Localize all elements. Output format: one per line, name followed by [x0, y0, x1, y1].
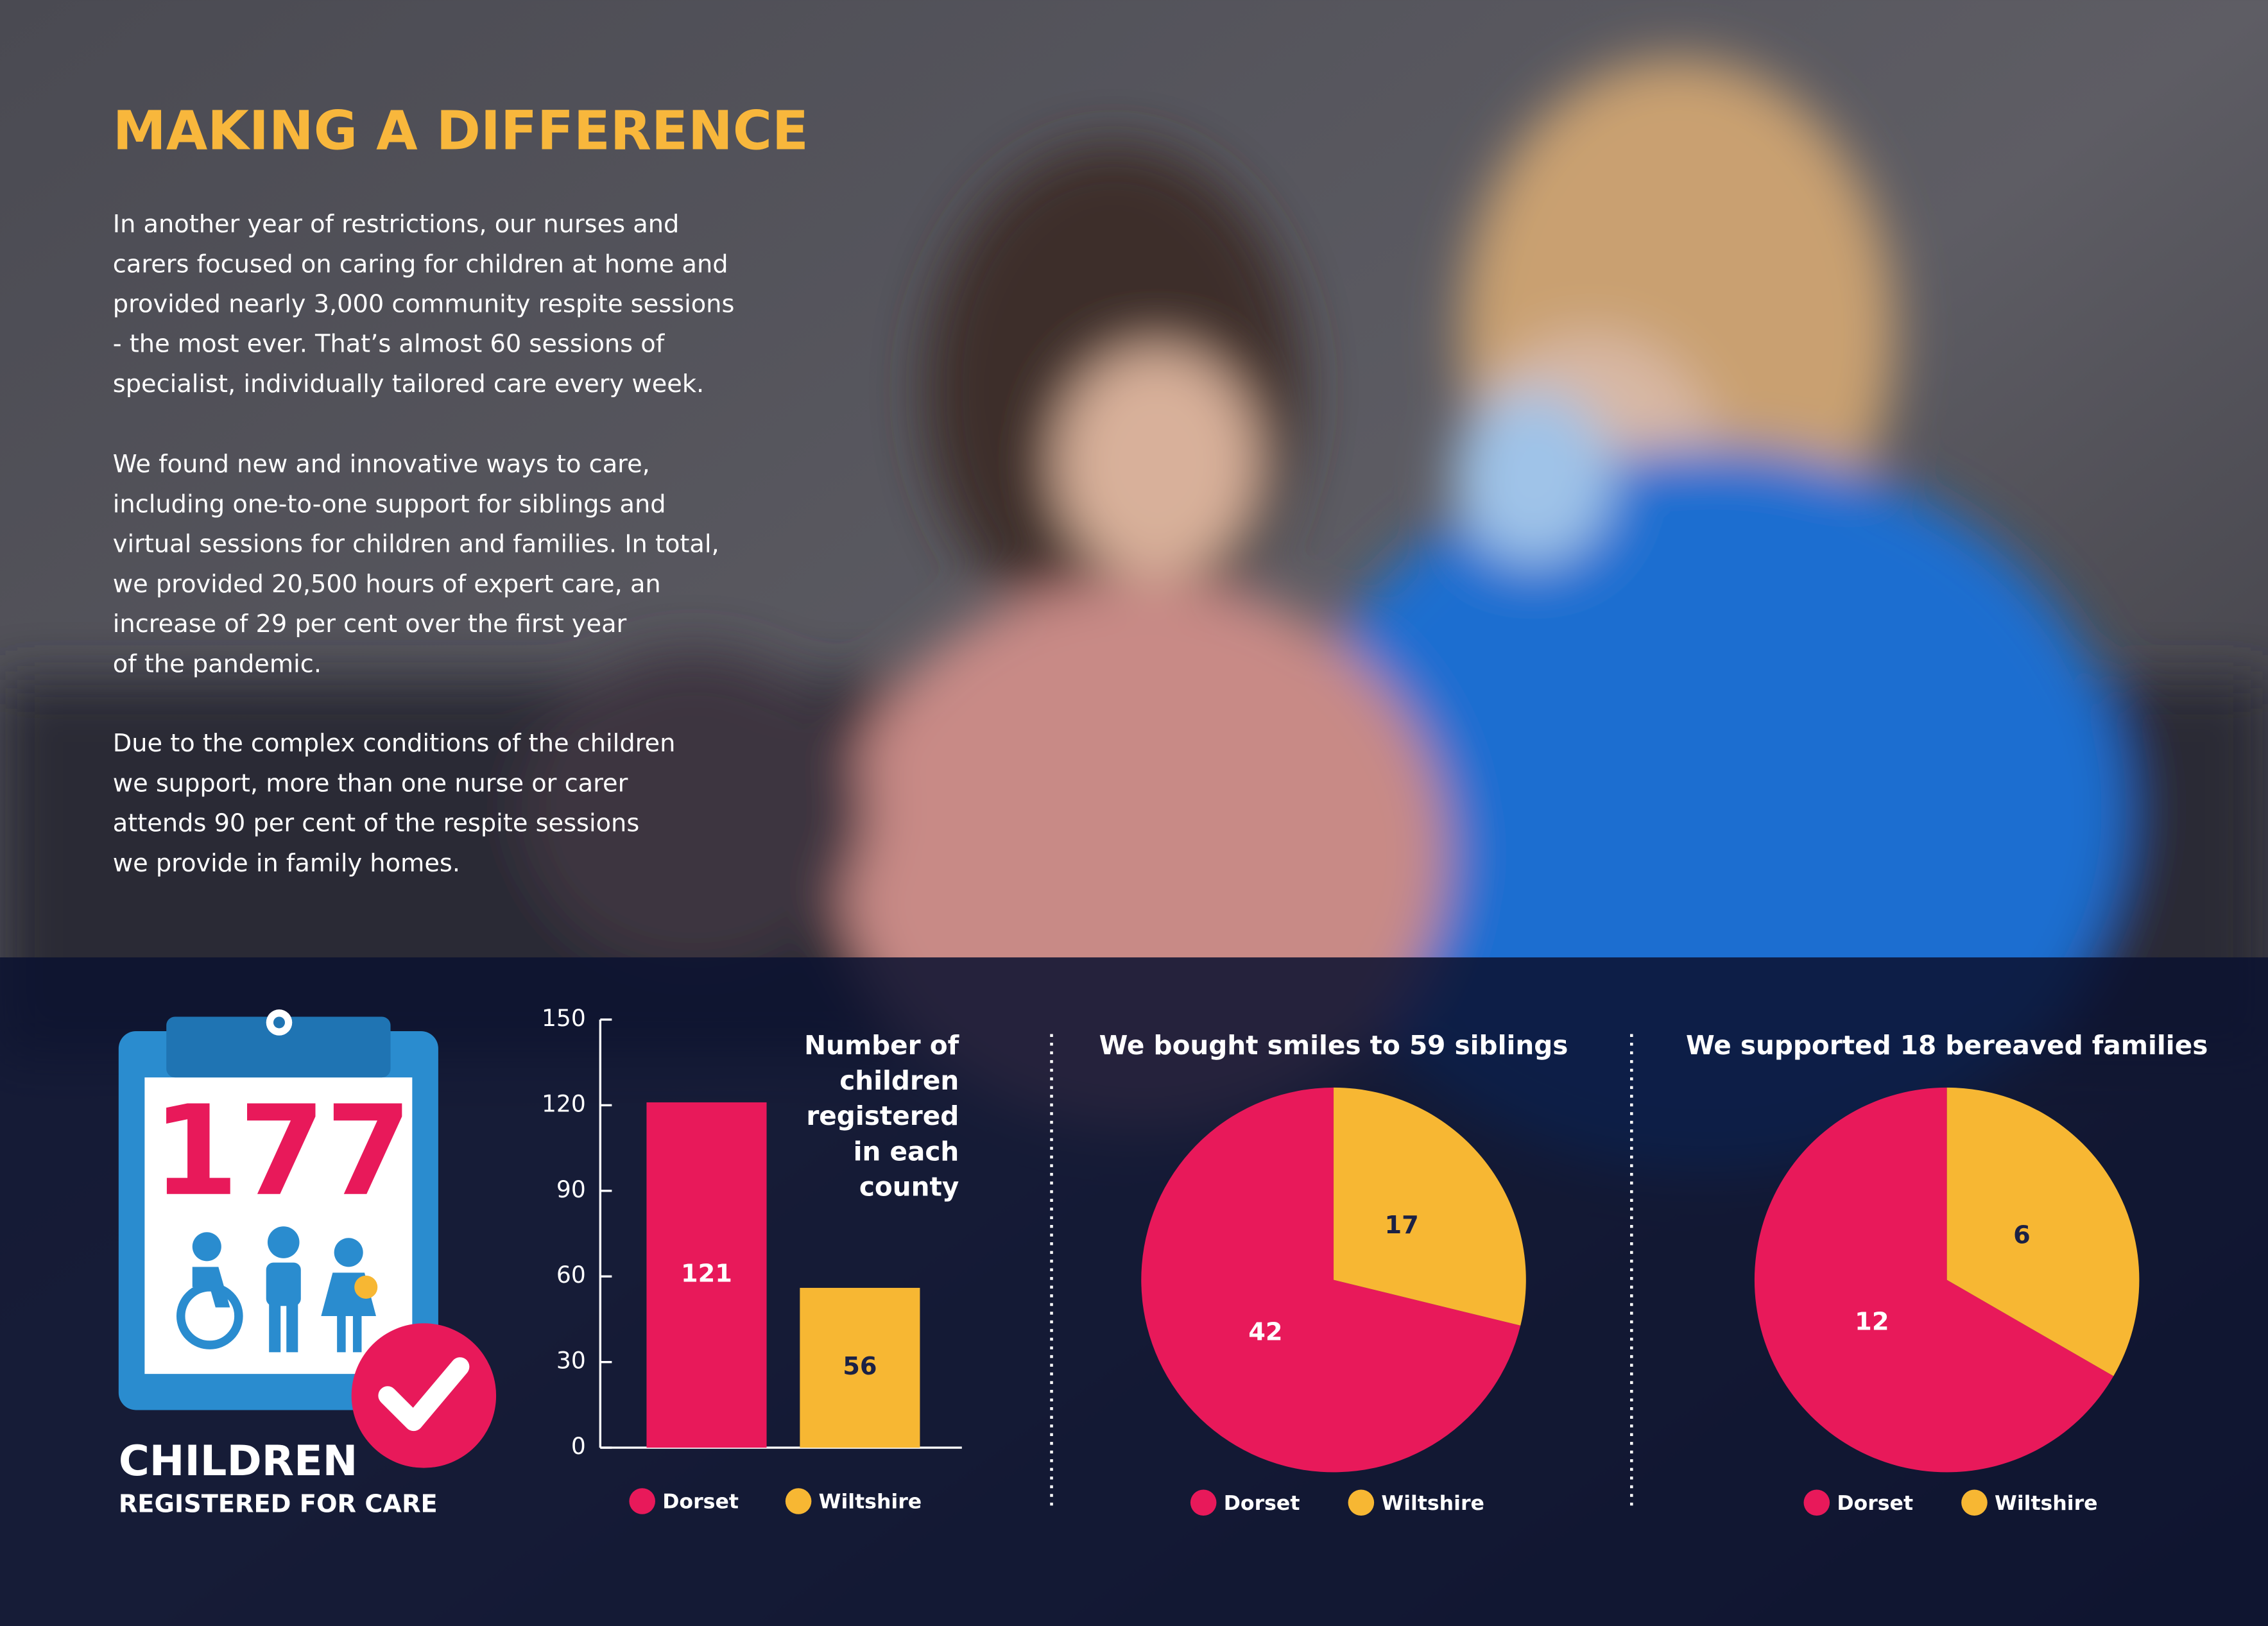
legend-swatch [785, 1488, 812, 1514]
chart-title: We supported 18 bereaved families [1686, 1030, 2208, 1061]
pie-slice [1946, 1087, 2140, 1376]
paragraph-line: we provided 20,500 hours of expert care,… [113, 570, 661, 599]
y-tick-label: 30 [556, 1348, 586, 1374]
page-title: MAKING A DIFFERENCE [113, 100, 809, 162]
legend-label: Wiltshire [1381, 1492, 1484, 1515]
paragraph-line: virtual sessions for children and famili… [113, 530, 719, 559]
legend-swatch [1190, 1489, 1217, 1516]
paragraph-line: increase of 29 per cent over the first y… [113, 610, 627, 638]
value-label: 56 [843, 1352, 877, 1381]
chart-title-line: Number of [804, 1030, 959, 1061]
paragraph-line: - the most ever. That’s almost 60 sessio… [113, 330, 666, 359]
y-tick-label: 0 [571, 1433, 586, 1460]
stat-sublabel: REGISTERED FOR CARE [119, 1490, 438, 1519]
bar [800, 1288, 920, 1448]
paragraph-line: of the pandemic. [113, 649, 322, 678]
paragraph-line: we provide in family homes. [113, 849, 460, 878]
value-label: 42 [1248, 1317, 1282, 1346]
y-tick-label: 90 [556, 1176, 586, 1203]
y-tick-label: 60 [556, 1262, 586, 1288]
stat-label: CHILDREN [119, 1437, 358, 1485]
legend-label: Wiltshire [819, 1491, 922, 1514]
stat-value: 177 [152, 1079, 412, 1224]
legend-swatch [629, 1488, 655, 1514]
chart-title: Number of children registered in each county [804, 1030, 959, 1202]
value-label: 17 [1384, 1211, 1418, 1240]
value-label: 121 [681, 1260, 732, 1288]
legend-swatch [1803, 1489, 1830, 1516]
legend-label: Dorset [1837, 1492, 1913, 1515]
pie-slice [1141, 1087, 1521, 1473]
legend-label: Wiltshire [1995, 1492, 2098, 1515]
legend-label: Dorset [662, 1491, 739, 1514]
paragraph-line: specialist, individually tailored care e… [113, 370, 704, 398]
y-tick-label: 120 [542, 1090, 586, 1117]
bar [646, 1102, 767, 1448]
legend-swatch [1348, 1489, 1375, 1516]
legend-label: Dorset [1224, 1492, 1300, 1515]
paragraph-line: In another year of restrictions, our nur… [113, 210, 680, 239]
chart-title: We bought smiles to 59 siblings [1099, 1030, 1568, 1061]
photo-shapes [0, 58, 2268, 1172]
paragraph-line: We found new and innovative ways to care… [113, 450, 650, 479]
y-tick-label: 150 [542, 1005, 586, 1032]
chart-title-line: county [859, 1172, 959, 1202]
value-label: 6 [2013, 1221, 2031, 1250]
paragraph-line: provided nearly 3,000 community respite … [113, 290, 735, 319]
chart-title-line: children [839, 1065, 959, 1096]
pie-slice [1754, 1087, 2114, 1473]
chart-title-line: registered [806, 1100, 959, 1131]
paragraph-line: Due to the complex conditions of the chi… [113, 729, 676, 758]
paragraph-line: including one-to-one support for sibling… [113, 490, 666, 518]
chart-title-line: in each [854, 1136, 959, 1167]
pie-slice [1334, 1087, 1526, 1326]
legend-swatch [1961, 1489, 1988, 1516]
paragraph-line: carers focused on caring for children at… [113, 250, 728, 278]
paragraph-line: we support, more than one nurse or carer [113, 769, 628, 798]
paragraph-line: attends 90 per cent of the respite sessi… [113, 809, 639, 838]
clipboard-icon [118, 1009, 497, 1468]
value-label: 12 [1855, 1308, 1889, 1337]
